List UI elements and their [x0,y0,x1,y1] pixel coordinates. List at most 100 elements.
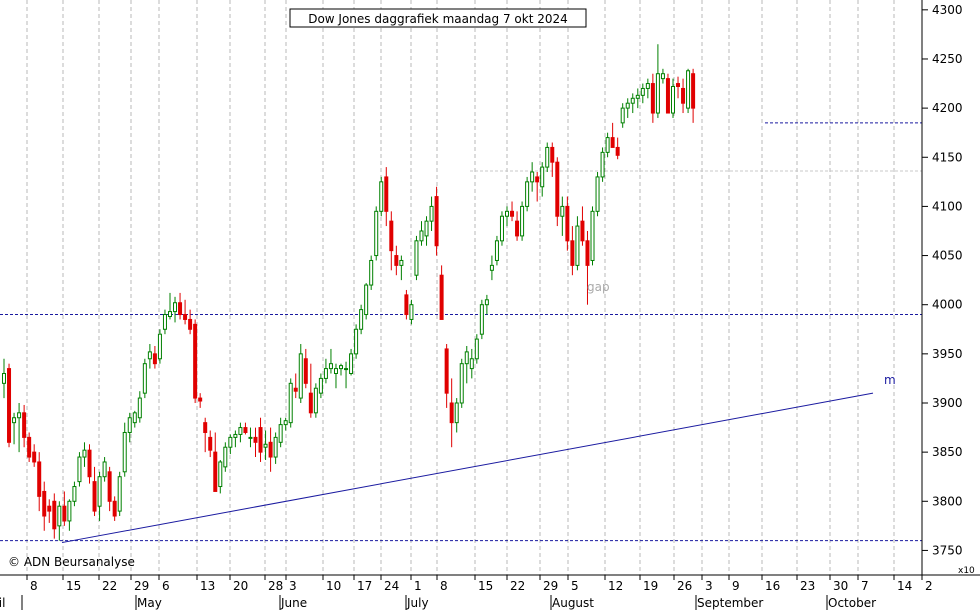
candle-body-12 [62,505,67,522]
candle-47 [238,422,243,443]
candle-body-14 [72,486,77,502]
candle-body-127 [640,87,645,96]
candle-body-48 [243,427,248,433]
candle-66 [333,363,338,389]
candle-body-57 [288,382,293,424]
horizontal-levels [0,122,922,542]
annotations: Dow Jones daggrafiek maandag 7 okt 2024 … [8,8,975,576]
candle-23 [117,471,122,517]
candle-61 [308,363,313,418]
x-tick-label-25: 30 [833,579,848,593]
candle-body-11 [57,505,62,527]
candle-99 [499,211,504,246]
candle-92 [464,345,469,384]
candle-body-70 [354,328,359,355]
candle-94 [474,334,479,364]
candle-7 [37,452,42,512]
candle-body-27 [137,397,142,419]
candle-body-6 [32,451,37,463]
candle-body-63 [318,377,323,394]
x-tick-label-8: 3 [289,579,297,593]
candle-body-1 [7,368,12,443]
candle-body-23 [117,476,122,512]
x-tick-label-7: 28 [268,579,283,593]
x-tick-label-27: 14 [897,579,912,593]
x-tick-label-2: 22 [102,579,117,593]
candle-1 [7,363,12,448]
candle-22 [112,496,117,521]
x-tick-label-10: 17 [357,579,372,593]
candle-body-42 [213,451,218,492]
x-axis: 8 15 22 29 6 13 20 28 3 10 17 24 1 8 15 22 29 5 12 19 26 3 9 16… [0,574,980,610]
candle-body-21 [107,471,112,502]
candle-130 [655,44,660,118]
candle-32 [162,309,167,335]
candle-55 [278,417,283,448]
candle-85 [429,196,434,231]
candle-body-49 [248,436,253,439]
candle-body-18 [92,481,97,512]
candle-134 [676,76,681,99]
candle-127 [640,83,645,104]
candle-133 [670,78,675,118]
candle-body-45 [228,436,233,448]
candle-68 [344,361,349,389]
candle-8 [42,481,47,531]
candle-58 [293,373,298,399]
x-tick-label-12: 1 [414,579,422,593]
candle-body-86 [434,196,439,247]
candle-107 [540,162,545,197]
candle-93 [469,348,474,379]
candle-body-2 [12,417,17,424]
scale-note: x10 [958,566,975,576]
candle-body-4 [22,412,27,438]
candle-26 [132,410,137,428]
trend-line [61,392,874,544]
candle-body-64 [323,368,328,379]
candle-body-83 [419,230,424,242]
candle-16 [82,442,87,467]
candle-body-122 [615,146,620,156]
candle-body-84 [424,220,429,237]
candle-body-62 [313,387,318,414]
candle-body-77 [389,220,394,252]
candle-body-93 [469,358,474,370]
candle-27 [137,391,142,423]
candle-body-129 [650,83,655,114]
y-tick-label-7: 4100 [932,199,963,213]
candle-11 [57,501,62,541]
candle-128 [645,78,650,99]
candle-33 [167,292,172,320]
candles [2,44,696,541]
candle-body-17 [87,449,92,478]
candle-63 [318,373,323,399]
candle-78 [394,245,399,276]
candle-67 [339,363,344,376]
candle-body-22 [112,500,117,517]
candle-body-7 [37,461,42,497]
candle-57 [288,378,293,428]
candle-103 [520,201,525,241]
candle-body-132 [665,78,670,114]
candle-129 [650,73,655,123]
x-tick-label-17: 5 [571,579,579,593]
x-tick-label-26: 7 [861,579,869,593]
candle-body-97 [489,264,494,271]
x-tick-label-18: 12 [608,579,623,593]
candle-51 [258,417,263,462]
candle-50 [253,427,258,458]
candle-80 [404,289,409,320]
candle-136 [686,68,691,114]
candle-body-72 [364,284,369,316]
candle-body-28 [142,363,147,394]
candle-83 [419,221,424,246]
candle-body-60 [303,358,308,384]
candle-body-0 [2,373,6,384]
month-label-2: June [280,596,307,610]
candle-body-59 [298,353,303,399]
candle-body-137 [691,73,696,109]
candle-89 [449,378,454,448]
candle-body-81 [409,304,414,320]
candle-109 [550,142,555,177]
month-label-3: July [406,596,429,610]
